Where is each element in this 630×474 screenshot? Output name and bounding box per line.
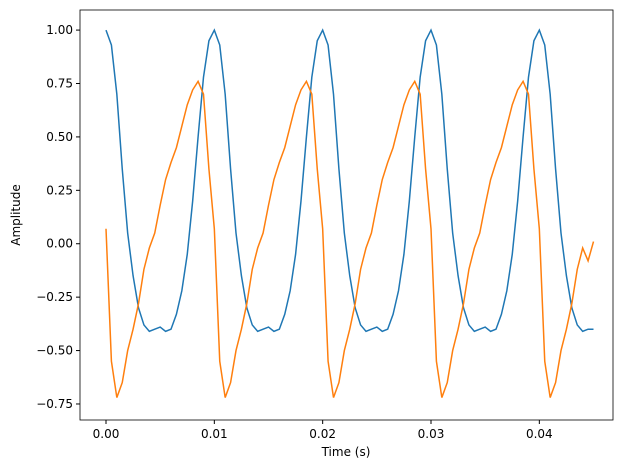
y-tick-label: −0.75 <box>36 397 73 411</box>
x-tick-label: 0.02 <box>309 427 336 441</box>
y-tick-label: 0.50 <box>46 130 73 144</box>
y-tick-label: 0.00 <box>46 237 73 251</box>
y-axis-label: Amplitude <box>9 184 23 246</box>
y-tick-label: 0.75 <box>46 76 73 90</box>
y-tick-label: 1.00 <box>46 23 73 37</box>
series-line <box>105 79 595 398</box>
x-tick-label: 0.00 <box>93 427 120 441</box>
x-tick-label: 0.04 <box>526 427 553 441</box>
x-tick-label: 0.01 <box>201 427 228 441</box>
y-tick-label: −0.25 <box>36 290 73 304</box>
y-tick-label: 0.25 <box>46 183 73 197</box>
x-tick-label: 0.03 <box>418 427 445 441</box>
y-tick-label: −0.50 <box>36 344 73 358</box>
plot-frame <box>79 9 614 421</box>
x-axis-label: Time (s) <box>321 445 371 459</box>
series-line <box>105 28 594 333</box>
